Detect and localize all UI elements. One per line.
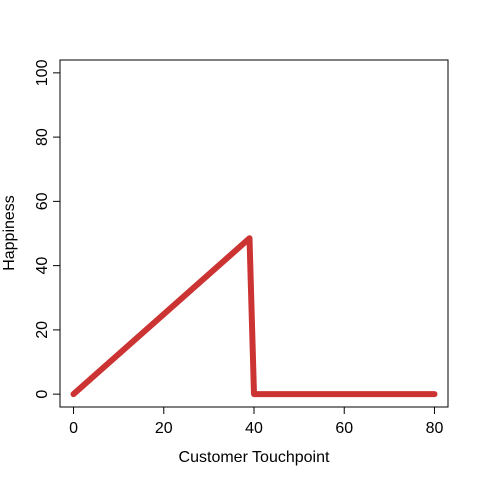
x-axis-title: Customer Touchpoint — [179, 449, 330, 466]
y-tick-label: 60 — [34, 192, 51, 210]
x-tick-label: 0 — [69, 420, 78, 437]
x-axis: 0 20 40 60 80 — [69, 406, 444, 437]
y-tick-label: 40 — [34, 257, 51, 275]
y-axis: 0 20 40 60 80 100 — [34, 59, 61, 399]
series-layer — [70, 235, 438, 398]
y-tick-label: 0 — [34, 390, 51, 399]
x-tick-label: 80 — [426, 420, 444, 437]
x-tick-label: 20 — [155, 420, 173, 437]
x-tick-label: 60 — [335, 420, 353, 437]
y-tick-label: 20 — [34, 321, 51, 339]
y-tick-label: 80 — [34, 128, 51, 146]
series-line — [70, 235, 438, 398]
x-tick-label: 40 — [245, 420, 263, 437]
y-axis-title: Happiness — [1, 195, 18, 271]
y-tick-label: 100 — [34, 59, 51, 86]
